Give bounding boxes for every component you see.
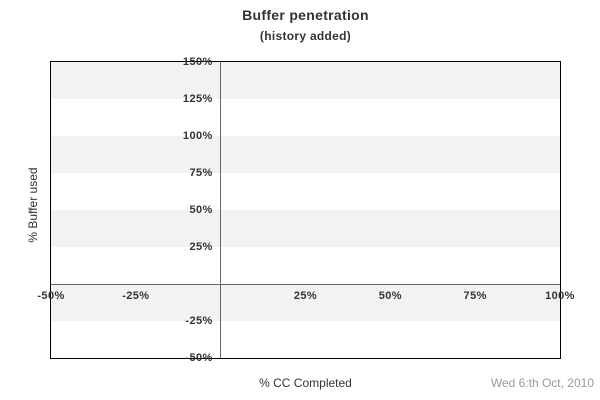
date-stamp: Wed 6:th Oct, 2010 <box>490 376 594 390</box>
x-tick-label: 100% <box>545 290 575 302</box>
y-axis-title: % Buffer used <box>26 167 40 243</box>
y-tick-label: -50% <box>185 351 213 364</box>
y-tick-label: 75% <box>189 166 213 179</box>
y-tick-label: 150% <box>182 55 213 68</box>
y-tick-label: 100% <box>182 129 213 142</box>
stripe-band <box>51 173 560 210</box>
stripe-band <box>51 99 560 136</box>
y-tick-label: 25% <box>189 240 213 253</box>
y-tick-label: 50% <box>189 203 213 216</box>
y-tick-label: -25% <box>185 314 213 327</box>
stripe-band <box>51 210 560 247</box>
x-tick-label: -50% <box>37 290 65 302</box>
y-tick-label: 125% <box>182 92 213 105</box>
stripe-band <box>51 62 560 99</box>
chart-title: Buffer penetration <box>242 7 369 23</box>
plot-area: 150% 125% 100% 75% 50% 25% -25% -50% -50% -25% 25%… <box>37 56 574 364</box>
x-axis-zero-line <box>51 283 560 285</box>
stripe-band <box>51 321 560 358</box>
stripe-band <box>51 247 560 284</box>
stripe-band <box>51 136 560 173</box>
x-axis-title: % CC Completed <box>259 376 352 390</box>
x-tick-label: -25% <box>122 290 150 302</box>
stripe-band <box>51 284 560 321</box>
x-tick-label: 75% <box>463 290 487 302</box>
chart-subtitle: (history added) <box>259 29 352 43</box>
y-axis-zero-line <box>220 62 222 358</box>
x-tick-label: 50% <box>378 290 402 302</box>
x-tick-label: 25% <box>293 290 318 302</box>
